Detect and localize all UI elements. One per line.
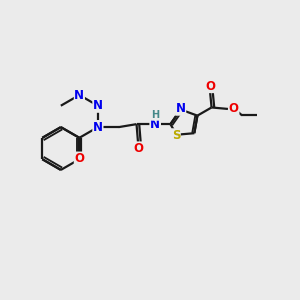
Text: N: N xyxy=(93,99,103,112)
Text: S: S xyxy=(172,129,180,142)
Text: N: N xyxy=(176,102,186,115)
Text: N: N xyxy=(74,88,84,101)
Text: N: N xyxy=(150,118,160,130)
Text: H: H xyxy=(152,110,160,120)
Text: O: O xyxy=(229,102,239,115)
Text: O: O xyxy=(74,152,84,165)
Text: O: O xyxy=(206,80,216,93)
Text: N: N xyxy=(93,121,103,134)
Text: O: O xyxy=(133,142,143,155)
